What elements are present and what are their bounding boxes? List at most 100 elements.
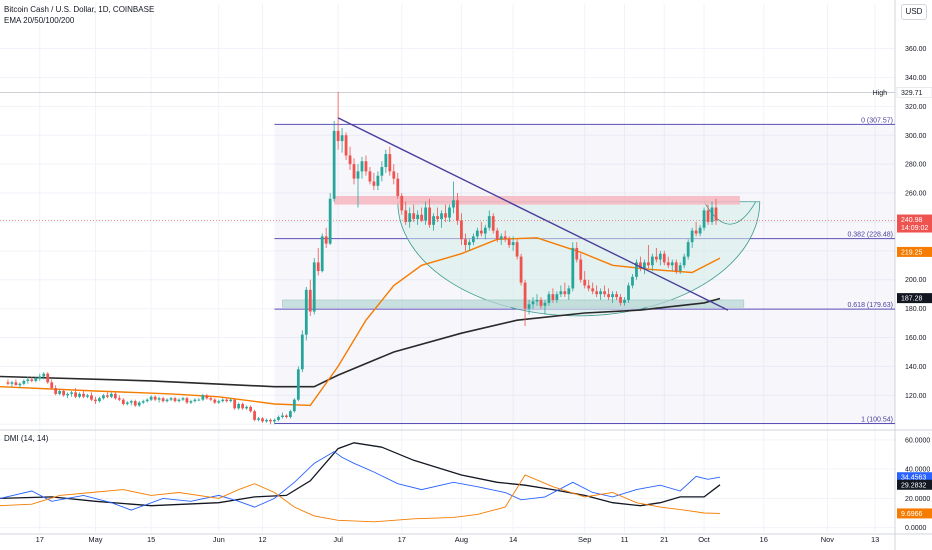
candle[interactable]	[420, 207, 424, 222]
candle[interactable]	[237, 402, 241, 410]
candle[interactable]	[288, 409, 292, 419]
candle[interactable]	[392, 164, 396, 185]
candle[interactable]	[153, 395, 157, 402]
support-zone[interactable]	[282, 299, 745, 308]
candle[interactable]	[535, 294, 539, 306]
candle[interactable]	[78, 392, 81, 399]
candle[interactable]	[404, 201, 408, 225]
candle[interactable]	[121, 398, 125, 406]
candle[interactable]	[674, 259, 678, 274]
candle[interactable]	[177, 398, 181, 403]
candle[interactable]	[38, 373, 42, 381]
candle[interactable]	[583, 271, 587, 289]
candle[interactable]	[408, 207, 412, 228]
candle[interactable]	[706, 204, 710, 225]
candle[interactable]	[475, 227, 479, 240]
candle[interactable]	[714, 198, 718, 225]
candle[interactable]	[352, 158, 356, 185]
candle[interactable]	[106, 392, 109, 399]
candle[interactable]	[292, 398, 296, 413]
candle[interactable]	[26, 376, 30, 384]
candle[interactable]	[400, 193, 404, 215]
candle[interactable]	[129, 399, 133, 406]
candle[interactable]	[627, 282, 630, 303]
candle[interactable]	[515, 239, 519, 260]
candle[interactable]	[643, 259, 646, 274]
candle[interactable]	[666, 256, 670, 269]
candle[interactable]	[682, 253, 686, 269]
candle[interactable]	[265, 418, 268, 423]
candle[interactable]	[527, 299, 531, 315]
candle[interactable]	[145, 398, 149, 403]
candle[interactable]	[388, 146, 392, 176]
candle[interactable]	[18, 382, 22, 389]
candle[interactable]	[507, 236, 511, 248]
candle[interactable]	[137, 401, 141, 407]
candle[interactable]	[567, 285, 571, 300]
candle[interactable]	[117, 395, 121, 402]
candle[interactable]	[181, 396, 185, 402]
candle[interactable]	[253, 409, 256, 422]
candle[interactable]	[539, 297, 543, 309]
ema-dark-line[interactable]	[0, 297, 721, 388]
cup-handle[interactable]	[703, 201, 757, 225]
candle[interactable]	[74, 388, 77, 399]
candle[interactable]	[646, 245, 650, 269]
candle[interactable]	[444, 204, 447, 222]
candle[interactable]	[217, 399, 221, 404]
candle[interactable]	[14, 379, 18, 386]
candle[interactable]	[483, 224, 487, 240]
candle[interactable]	[547, 291, 551, 306]
currency-button[interactable]: USD	[901, 4, 927, 20]
candle[interactable]	[94, 396, 97, 404]
candle[interactable]	[460, 213, 463, 246]
candle[interactable]	[416, 210, 420, 225]
candle[interactable]	[436, 207, 439, 222]
candle[interactable]	[428, 198, 431, 228]
candle[interactable]	[579, 253, 583, 283]
candle[interactable]	[635, 259, 638, 280]
candle[interactable]	[201, 393, 205, 402]
candle[interactable]	[113, 392, 117, 400]
candle[interactable]	[241, 402, 245, 410]
candle[interactable]	[670, 259, 674, 272]
candle[interactable]	[205, 393, 209, 400]
candle[interactable]	[225, 398, 229, 403]
candle[interactable]	[46, 372, 50, 384]
candle[interactable]	[281, 412, 284, 419]
candle[interactable]	[611, 291, 614, 303]
adx-line[interactable]	[0, 442, 721, 507]
candle[interactable]	[70, 390, 73, 397]
candle[interactable]	[197, 398, 201, 402]
candle[interactable]	[694, 221, 698, 237]
candle[interactable]	[360, 156, 364, 179]
candle[interactable]	[125, 401, 129, 406]
di-plus-line[interactable]	[0, 451, 721, 511]
candle[interactable]	[519, 253, 523, 286]
candle[interactable]	[432, 213, 435, 231]
candle[interactable]	[189, 399, 193, 404]
symbol-title[interactable]: Bitcoin Cash / U.S. Dollar, 1D, COINBASE	[4, 5, 155, 14]
candle[interactable]	[623, 297, 626, 306]
candle[interactable]	[396, 172, 400, 199]
candle[interactable]	[50, 379, 54, 390]
candle[interactable]	[245, 405, 249, 410]
candle[interactable]	[193, 398, 197, 403]
candle[interactable]	[324, 227, 328, 248]
candle[interactable]	[499, 233, 503, 246]
candle[interactable]	[464, 233, 467, 251]
candle[interactable]	[599, 288, 603, 300]
candle[interactable]	[710, 201, 714, 225]
candle[interactable]	[575, 242, 579, 263]
candle[interactable]	[348, 146, 352, 170]
candle[interactable]	[133, 399, 137, 407]
candle[interactable]	[157, 396, 161, 403]
candle[interactable]	[467, 239, 471, 251]
candle[interactable]	[213, 398, 217, 404]
candle[interactable]	[109, 392, 113, 399]
candle[interactable]	[6, 379, 10, 386]
candle[interactable]	[702, 207, 706, 231]
candle[interactable]	[372, 172, 376, 191]
candle[interactable]	[603, 285, 607, 298]
